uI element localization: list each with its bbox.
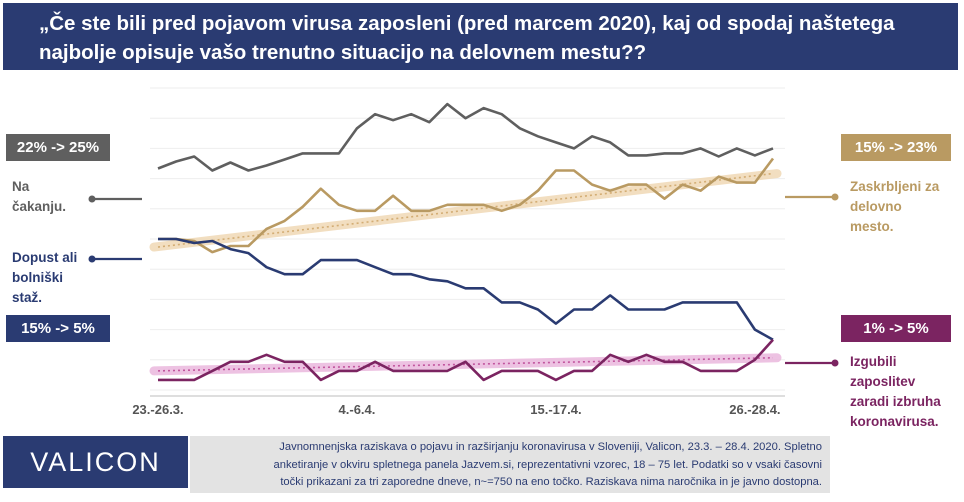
footer-note-line: Javnomnenjska raziskava o pojavu in razš… [279, 441, 822, 453]
chart-title: „Če ste bili pred pojavom virusa zaposle… [3, 3, 958, 70]
label-navy-line: bolniški [12, 270, 64, 285]
badge-purple: 1% -> 5% [841, 315, 951, 342]
x-tick-label: 26.-28.4. [729, 402, 780, 417]
label-navy-line: staž. [12, 290, 43, 305]
connector-dot [831, 359, 839, 367]
footer-note-line: točki prikazani za tri zaporedne dneve, … [280, 476, 822, 488]
label-gold: Zaskrbljeni za delovno mesto. [850, 177, 939, 237]
connector-dot [831, 193, 839, 201]
label-gray: Na čakanju. [12, 177, 66, 217]
valicon-logo: VALICON [3, 436, 188, 488]
series-line-navy [158, 237, 774, 341]
label-gold-line: Zaskrbljeni za [850, 179, 940, 194]
series-line-gray [157, 102, 774, 172]
footer-note-line: anketiranje v okviru spletnega panela Ja… [273, 458, 822, 471]
series-line-gold [158, 157, 775, 254]
connector-dot [88, 255, 96, 263]
footer-note: Javnomnenjska raziskava o pojavu in razš… [190, 436, 830, 493]
label-purple: Izgubili zaposlitev zaradi izbruha koron… [850, 352, 941, 432]
x-tick-label: 23.-26.3. [132, 402, 183, 417]
label-gold-line: delovno [850, 199, 902, 214]
trend-line [157, 172, 774, 248]
label-navy-line: Dopust ali [12, 250, 78, 265]
x-tick-label: 4.-6.4. [339, 402, 376, 417]
series-line-purple [158, 338, 774, 382]
label-purple-line: zaradi izbruha [850, 394, 941, 409]
x-tick-label: 15.-17.4. [530, 402, 581, 417]
label-purple-line: Izgubili [850, 354, 897, 369]
badge-navy: 15% -> 5% [6, 315, 110, 342]
label-navy: Dopust ali bolniški staž. [12, 248, 77, 308]
label-gold-line: mesto. [850, 219, 894, 234]
label-purple-line: zaposlitev [850, 374, 916, 389]
badge-gold: 15% -> 23% [841, 134, 951, 161]
label-gray-line: Na [12, 179, 30, 194]
label-gray-line: čakanju. [12, 199, 67, 214]
badge-gray: 22% -> 25% [6, 134, 110, 161]
label-purple-line: koronavirusa. [850, 414, 939, 429]
connector-dot [88, 195, 96, 203]
